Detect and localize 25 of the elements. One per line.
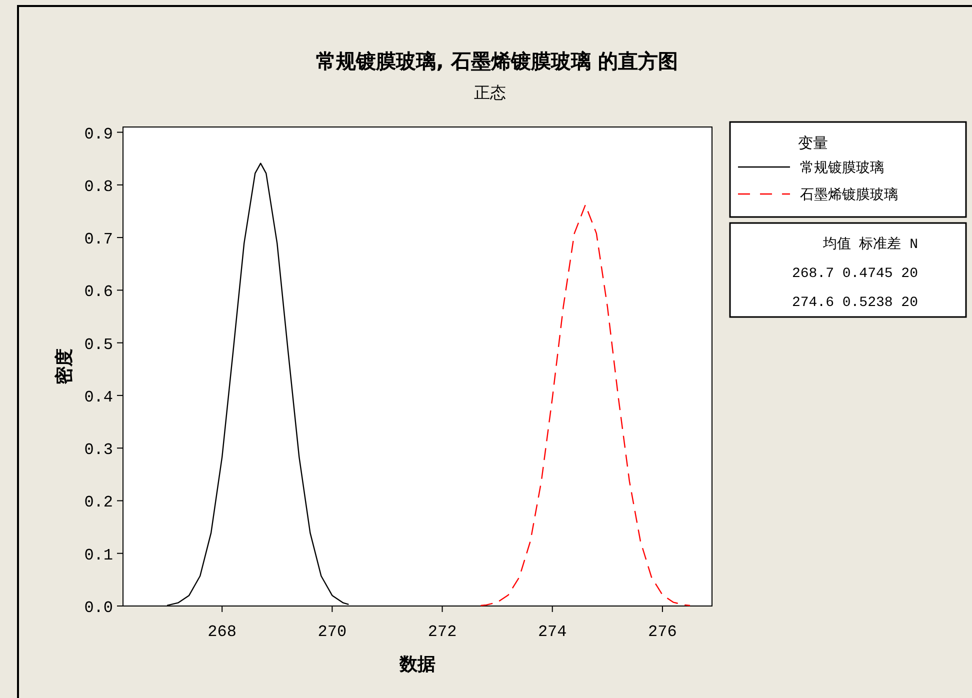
y-tick-label: 0.4 [84,388,113,406]
y-tick-label: 0.0 [84,599,113,617]
y-tick-label: 0.6 [84,283,113,302]
x-tick-label: 272 [428,623,457,641]
y-tick-label: 0.2 [84,494,113,512]
x-tick-label: 270 [318,623,347,641]
text: 268.7 0.4745 20 [792,266,918,282]
y-tick-label: 0.1 [84,546,113,564]
chart-subtitle: 正态 [474,83,506,102]
chart-title: 常规镀膜玻璃, 石墨烯镀膜玻璃 的直方图 [316,49,678,73]
y-tick-label: 0.5 [84,336,113,354]
y-axis-title: 密度 [54,348,75,384]
text: 274.6 0.5238 20 [792,295,918,311]
x-axis-title: 数据 [398,654,436,675]
x-tick-label: 274 [538,623,567,641]
y-tick-label: 0.3 [84,441,113,460]
y-tick-label: 0.8 [84,178,113,196]
y-tick-label: 0.7 [84,230,113,249]
x-tick-label: 268 [208,623,236,641]
legend-title: 变量 [798,134,828,152]
legend-label: 常规镀膜玻璃 [800,160,884,176]
legend-label: 石墨烯镀膜玻璃 [800,187,898,203]
y-tick-label: 0.9 [84,125,113,144]
x-tick-label: 276 [648,623,677,641]
text: 均值 标准差 N [822,236,918,253]
